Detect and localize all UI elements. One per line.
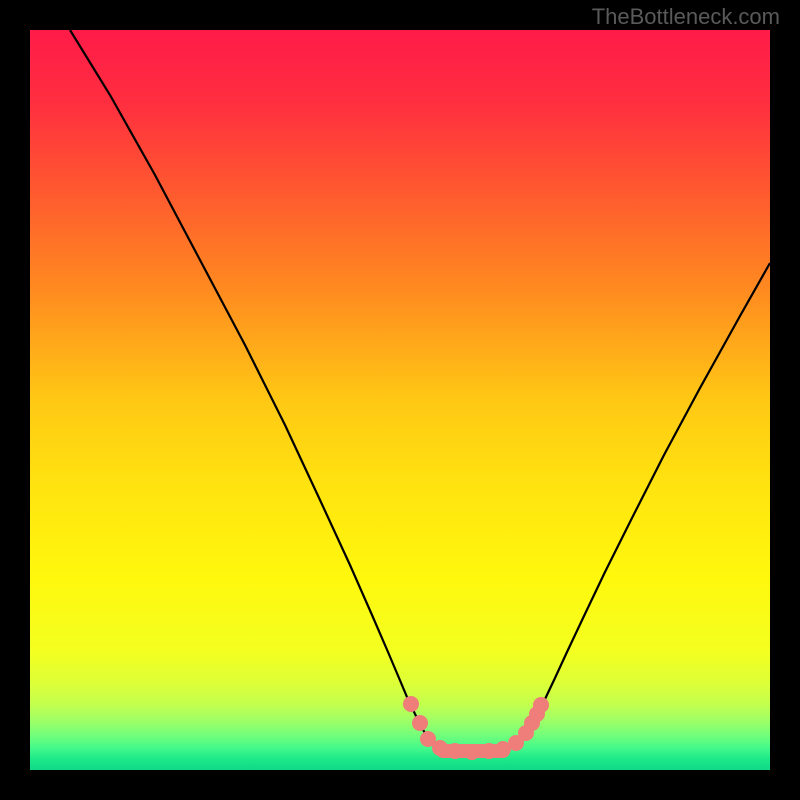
- chart-canvas: TheBottleneck.com: [0, 0, 800, 800]
- watermark-text: TheBottleneck.com: [592, 4, 780, 30]
- plot-gradient-background: [30, 30, 770, 770]
